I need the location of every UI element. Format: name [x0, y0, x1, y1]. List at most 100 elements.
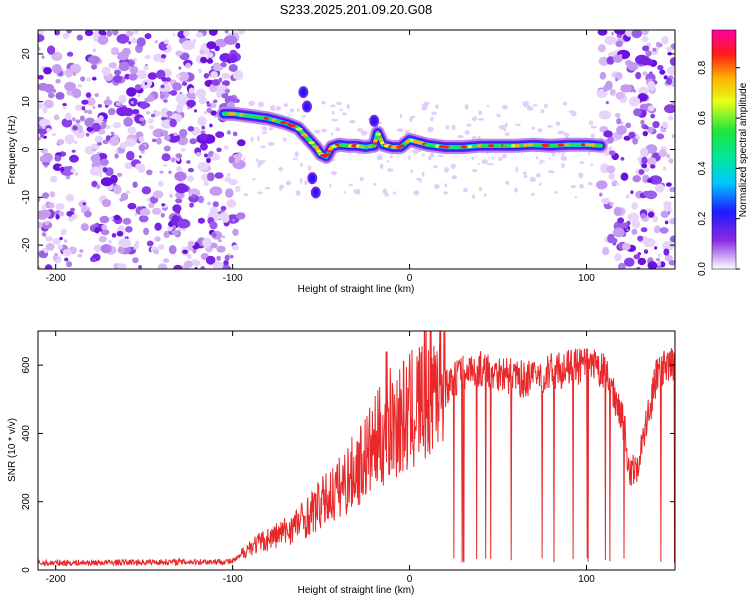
noise-blob [152, 190, 164, 199]
faint-blob [292, 157, 298, 160]
faint-blob [561, 132, 567, 135]
noise-blob [77, 254, 83, 258]
noise-blob [160, 84, 165, 89]
ridge-peak [373, 139, 378, 143]
noise-blob [69, 63, 82, 74]
noise-blob [175, 198, 183, 204]
noise-blob [163, 145, 171, 152]
noise-blob [119, 197, 125, 202]
faint-blob [264, 187, 271, 190]
colorbar-tick-label: 0.2 [697, 211, 708, 225]
noise-blob [620, 172, 629, 181]
faint-blob [396, 128, 404, 132]
noise-blob [117, 247, 126, 254]
noise-blob [197, 162, 209, 171]
faint-blob [502, 104, 508, 110]
noise-blob [148, 125, 155, 129]
noise-blob [83, 109, 89, 114]
noise-blob [93, 48, 96, 52]
faint-blob [530, 193, 536, 196]
faint-blob [496, 113, 501, 118]
noise-blob [72, 117, 76, 122]
noise-blob [113, 214, 121, 221]
faint-blob [472, 168, 478, 173]
noise-blob [603, 130, 613, 138]
faint-blob [538, 182, 542, 186]
noise-blob [119, 142, 128, 149]
noise-blob [94, 93, 99, 97]
noise-blob [136, 37, 146, 47]
noise-blob [234, 98, 240, 103]
noise-blob [605, 101, 609, 105]
noise-blob [118, 94, 127, 104]
faint-blob [294, 151, 299, 158]
noise-blob [116, 172, 123, 177]
noise-blob [64, 112, 72, 121]
noise-blob [177, 33, 184, 38]
noise-blob [65, 193, 75, 202]
faint-blob [498, 156, 503, 162]
faint-blob [505, 180, 510, 185]
noise-blob [199, 133, 208, 141]
faint-blob [261, 131, 268, 135]
noise-blob [647, 157, 657, 166]
faint-blob [283, 103, 289, 108]
spur-blob [302, 100, 312, 113]
noise-blob [38, 30, 45, 36]
snr-ticks: -200 -100 0 100 600 400 200 0 [21, 331, 675, 585]
noise-blob [226, 173, 231, 177]
noise-blob [171, 214, 180, 225]
noise-blob [206, 103, 212, 108]
noise-blob [207, 201, 211, 206]
noise-blob [84, 30, 94, 36]
faint-blob [514, 187, 518, 193]
noise-blob [212, 261, 224, 269]
noise-blob [43, 99, 54, 109]
noise-blob [38, 74, 44, 80]
ridge-peak [460, 145, 468, 149]
noise-blob [131, 37, 137, 44]
spur-blob [307, 172, 318, 185]
noise-blob [123, 107, 134, 117]
noise-blob [175, 153, 183, 159]
noise-blob [225, 188, 234, 198]
noise-blob [62, 32, 70, 40]
noise-blob [133, 57, 138, 62]
x-tick-label: 0 [407, 273, 413, 284]
faint-blob [445, 125, 450, 130]
noise-blob [160, 58, 165, 62]
noise-blob [650, 113, 656, 119]
ridge-peak [288, 124, 296, 128]
noise-blob [38, 265, 41, 269]
noise-blob [191, 194, 196, 199]
faint-blob [257, 135, 260, 142]
faint-blob [535, 156, 539, 160]
ridge-peak [399, 144, 405, 148]
noise-blob [632, 175, 641, 183]
noise-blob [222, 80, 230, 87]
noise-blob [105, 135, 111, 142]
noise-blob [163, 99, 168, 103]
noise-blob [660, 128, 667, 133]
noise-blob [606, 165, 616, 174]
ridge-peak [585, 143, 592, 147]
noise-blob [221, 72, 231, 80]
noise-blob [52, 88, 57, 93]
faint-blob [279, 187, 282, 191]
noise-blob [223, 35, 238, 45]
faint-blob [464, 104, 468, 107]
faint-blob [335, 101, 342, 105]
noise-blob [138, 136, 145, 143]
noise-blob [62, 249, 72, 257]
noise-blob [108, 108, 116, 116]
noise-blob [620, 84, 632, 93]
noise-blob [203, 73, 210, 79]
noise-blob [100, 244, 112, 254]
noise-blob [44, 83, 55, 93]
noise-blob [235, 185, 241, 193]
faint-blob [384, 192, 389, 197]
noise-blob [187, 167, 194, 173]
noise-blob [157, 180, 164, 187]
faint-blob [260, 160, 266, 163]
noise-blob [38, 136, 41, 141]
